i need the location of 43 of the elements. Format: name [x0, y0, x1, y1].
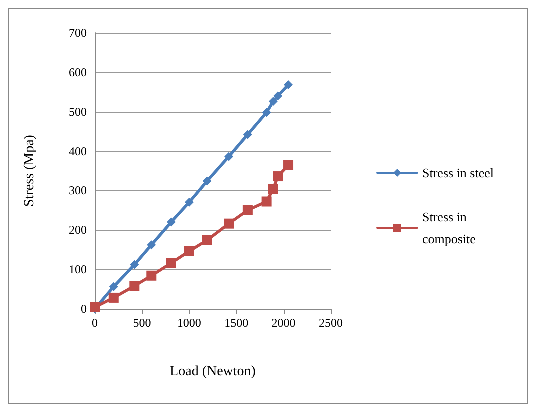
point — [284, 160, 294, 170]
point — [90, 302, 100, 312]
point — [224, 152, 234, 162]
x-tick-label: 1000 — [177, 316, 202, 330]
point — [262, 196, 272, 207]
y-axis-title: Stress (Mpa) — [22, 134, 38, 207]
x-tick-label: 1500 — [224, 316, 249, 330]
legend-label: Stress in steel — [422, 166, 494, 180]
point — [268, 184, 278, 194]
point — [202, 235, 212, 246]
y-tick-label: 700 — [69, 26, 87, 40]
point — [274, 92, 283, 101]
point — [108, 292, 119, 303]
y-tick-label: 200 — [69, 223, 87, 238]
point — [166, 218, 176, 227]
x-tick-label: 500 — [133, 316, 152, 330]
x-tick-label: 2500 — [319, 316, 343, 330]
x-axis-title: Load (Newton) — [170, 364, 256, 380]
point — [130, 260, 140, 270]
point — [130, 281, 140, 292]
y-tick-label: 0 — [81, 302, 87, 316]
point — [146, 270, 157, 281]
x-tick-label: 0 — [92, 316, 98, 330]
point — [184, 246, 194, 256]
point — [284, 80, 294, 90]
x-tick-label: 2000 — [272, 316, 296, 330]
legend-label: Stress in composite — [422, 210, 476, 246]
point — [166, 258, 176, 268]
point — [224, 218, 234, 229]
y-tick-label: 100 — [69, 262, 87, 277]
point — [202, 176, 212, 186]
y-tick-label: 500 — [69, 104, 87, 119]
point — [243, 130, 252, 140]
point — [242, 205, 253, 216]
y-tick-label: 400 — [69, 144, 87, 158]
point — [273, 172, 284, 182]
point — [262, 108, 272, 118]
point — [268, 97, 278, 106]
y-tick-label: 600 — [69, 65, 87, 80]
point — [147, 240, 156, 250]
point — [109, 282, 118, 292]
y-tick-label: 300 — [69, 184, 87, 198]
point — [184, 198, 194, 208]
